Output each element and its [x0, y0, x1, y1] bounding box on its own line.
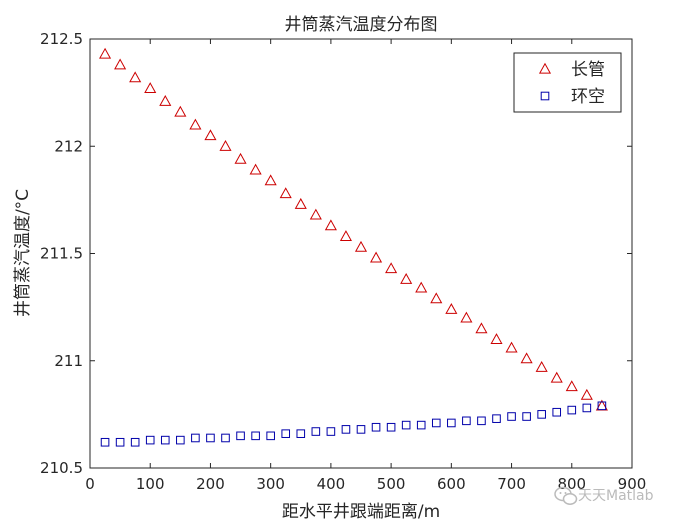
data-point [354, 240, 368, 252]
y-tick-label: 212 [54, 137, 83, 155]
data-point [174, 105, 187, 117]
data-point [159, 94, 172, 106]
legend-label: 长管 [571, 60, 605, 80]
legend-box [513, 52, 622, 113]
data-point [206, 433, 215, 443]
data-point [535, 360, 548, 372]
chart-title: 井筒蒸汽温度分布图 [285, 15, 438, 35]
data-point [251, 431, 260, 441]
series-2 [100, 401, 607, 447]
y-tick-label: 210.5 [40, 459, 83, 477]
data-point [281, 429, 291, 438]
x-tick-label: 300 [256, 475, 285, 493]
data-point [370, 251, 383, 263]
data-point [144, 82, 157, 93]
data-point [477, 416, 486, 426]
data-point [371, 422, 381, 432]
data-point [309, 208, 322, 220]
data-point [552, 407, 562, 417]
data-point [356, 425, 366, 434]
data-point [447, 418, 456, 428]
series-1 [99, 47, 608, 411]
data-point [339, 230, 352, 241]
data-point [462, 416, 471, 426]
data-point [234, 152, 247, 164]
x-tick-label: 900 [618, 475, 647, 493]
data-point [114, 58, 127, 70]
data-point [520, 352, 533, 364]
data-point [296, 429, 306, 438]
data-point [324, 219, 337, 231]
data-point [430, 292, 443, 304]
data-point [567, 405, 577, 415]
data-point [597, 401, 607, 411]
data-point [415, 281, 428, 293]
data-point [294, 197, 307, 209]
data-point [341, 425, 351, 434]
x-tick-label: 100 [136, 475, 165, 493]
y-tick-label: 212.5 [40, 30, 83, 48]
x-tick-label: 700 [497, 475, 526, 493]
data-point [311, 427, 321, 436]
data-point [176, 435, 185, 445]
data-point [401, 420, 411, 430]
y-tick-label: 211.5 [40, 245, 83, 263]
data-point [326, 427, 336, 436]
data-point [492, 414, 501, 423]
data-point [505, 341, 518, 353]
legend-label: 环空 [571, 87, 605, 107]
data-point [460, 311, 473, 323]
x-tick-label: 400 [317, 475, 346, 493]
data-point [507, 412, 516, 421]
watermark-text: 天天Matlab [578, 488, 654, 504]
data-point [191, 433, 200, 443]
data-point [99, 47, 112, 59]
axes-layer: 0 100 200 300 400 500 600 700 800 900 210.5 211 211.… [40, 30, 646, 493]
data-point [130, 437, 140, 447]
data-point [550, 371, 563, 383]
data-point [445, 303, 458, 314]
data-point [145, 435, 155, 445]
data-point [100, 437, 110, 447]
legend-marker [540, 91, 550, 101]
data-point [160, 435, 170, 445]
data-point [431, 418, 441, 428]
data-point [490, 333, 503, 344]
data-point [582, 403, 592, 413]
data-point [249, 163, 262, 175]
watermark: 天天Matlab [554, 486, 654, 505]
data-point [129, 71, 142, 83]
x-tick-label: 800 [557, 475, 586, 493]
data-point [189, 118, 202, 130]
data-point [565, 380, 578, 392]
legend-marker [538, 62, 552, 74]
data-point [522, 412, 531, 421]
data-point [475, 322, 488, 334]
data-point [219, 140, 232, 151]
x-tick-label: 500 [377, 475, 406, 493]
data-point [266, 431, 275, 441]
y-axis-title: 井筒蒸汽温度/°C [13, 189, 33, 317]
data-point [264, 174, 277, 186]
data-point [204, 129, 217, 141]
x-tick-label: 200 [196, 475, 225, 493]
series-layer [99, 47, 608, 447]
y-tick-label: 211 [54, 352, 83, 370]
data-point [537, 410, 546, 419]
data-point [221, 433, 230, 443]
x-tick-label: 0 [85, 475, 95, 493]
data-point [115, 437, 125, 447]
wechat-icon [554, 486, 578, 505]
x-axis-title: 距水平井跟端距离/m [282, 502, 440, 522]
data-point [386, 422, 396, 432]
data-point [385, 262, 398, 274]
data-point [400, 273, 413, 284]
data-point [279, 187, 292, 199]
data-point [236, 431, 245, 441]
data-point [580, 388, 593, 400]
x-tick-label: 600 [437, 475, 466, 493]
data-point [416, 420, 426, 430]
